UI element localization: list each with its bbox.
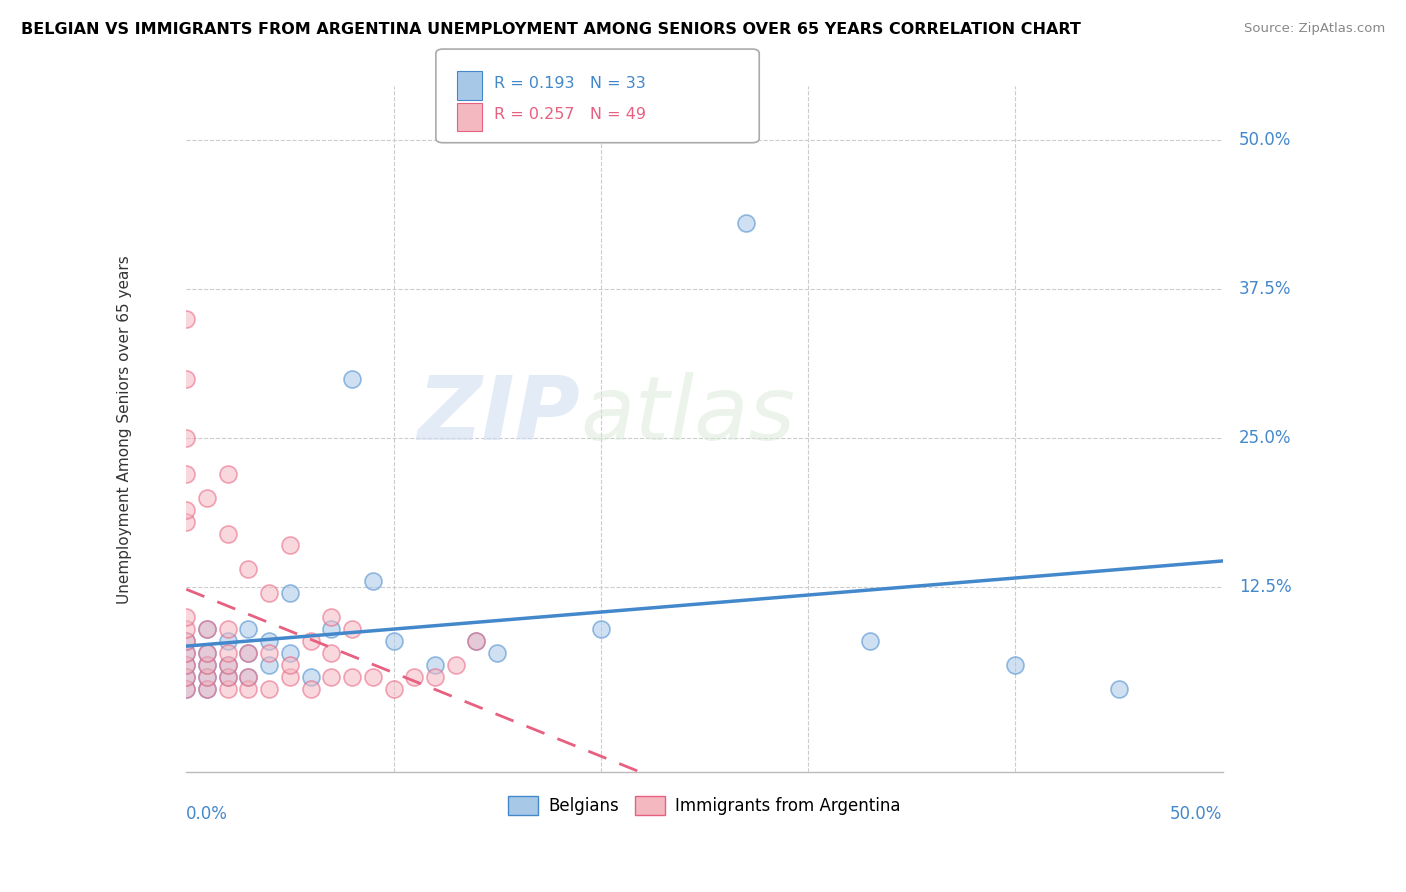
Point (340, 622, 363, 636)
Point (176, 467, 198, 481)
Point (176, 657, 198, 672)
Point (257, 586, 280, 600)
Point (321, 670, 343, 684)
Point (195, 657, 218, 672)
Point (404, 670, 426, 684)
Point (217, 670, 239, 684)
Point (278, 646, 301, 660)
Point (734, 217, 756, 231)
Point (176, 633, 198, 648)
Point (299, 633, 322, 648)
Point (176, 312, 198, 326)
Point (278, 657, 301, 672)
Point (257, 657, 280, 672)
Point (238, 670, 260, 684)
Text: R = 0.257   N = 49: R = 0.257 N = 49 (494, 107, 645, 122)
Point (382, 633, 405, 648)
Point (321, 610, 343, 624)
Point (465, 633, 488, 648)
Text: Source: ZipAtlas.com: Source: ZipAtlas.com (1244, 22, 1385, 36)
Point (195, 622, 218, 636)
Point (217, 646, 239, 660)
Text: 50.0%: 50.0% (1239, 131, 1292, 149)
Point (176, 646, 198, 660)
Point (195, 491, 218, 505)
Point (176, 633, 198, 648)
Point (278, 586, 301, 600)
Point (217, 657, 239, 672)
Point (176, 502, 198, 516)
Point (195, 657, 218, 672)
Point (257, 646, 280, 660)
Point (257, 633, 280, 648)
Point (238, 681, 260, 696)
Point (217, 681, 239, 696)
Point (217, 657, 239, 672)
Point (238, 646, 260, 660)
Text: atlas: atlas (581, 373, 794, 458)
Point (340, 371, 363, 385)
Point (195, 681, 218, 696)
Point (217, 622, 239, 636)
Point (465, 633, 488, 648)
Point (589, 622, 612, 636)
Point (176, 431, 198, 445)
Legend: Belgians, Immigrants from Argentina: Belgians, Immigrants from Argentina (502, 789, 907, 822)
Point (217, 467, 239, 481)
Point (176, 646, 198, 660)
Point (195, 622, 218, 636)
Point (278, 539, 301, 553)
Point (1004, 657, 1026, 672)
Point (257, 681, 280, 696)
Point (195, 646, 218, 660)
Point (1108, 681, 1130, 696)
Point (176, 622, 198, 636)
Point (423, 657, 446, 672)
Point (176, 670, 198, 684)
Text: Unemployment Among Seniors over 65 years: Unemployment Among Seniors over 65 years (117, 255, 132, 604)
Text: 0.0%: 0.0% (187, 805, 228, 823)
Point (195, 670, 218, 684)
Point (361, 670, 384, 684)
Point (217, 670, 239, 684)
Point (176, 610, 198, 624)
Point (176, 670, 198, 684)
Point (176, 515, 198, 529)
Point (859, 633, 882, 648)
Point (217, 633, 239, 648)
Point (238, 670, 260, 684)
Text: 50.0%: 50.0% (1170, 805, 1223, 823)
Point (444, 657, 467, 672)
Point (176, 681, 198, 696)
Point (486, 646, 509, 660)
Point (195, 646, 218, 660)
Point (195, 670, 218, 684)
Point (321, 646, 343, 660)
Text: 12.5%: 12.5% (1239, 578, 1292, 596)
Point (238, 622, 260, 636)
Point (238, 562, 260, 576)
Point (195, 681, 218, 696)
Point (176, 657, 198, 672)
Text: 37.5%: 37.5% (1239, 280, 1292, 298)
Point (361, 574, 384, 589)
Point (176, 371, 198, 385)
Text: ZIP: ZIP (418, 372, 581, 459)
Text: BELGIAN VS IMMIGRANTS FROM ARGENTINA UNEMPLOYMENT AMONG SENIORS OVER 65 YEARS CO: BELGIAN VS IMMIGRANTS FROM ARGENTINA UNE… (21, 22, 1081, 37)
Point (217, 526, 239, 541)
Point (321, 622, 343, 636)
Point (382, 681, 405, 696)
Point (423, 670, 446, 684)
Point (299, 681, 322, 696)
Text: R = 0.193   N = 33: R = 0.193 N = 33 (494, 76, 645, 91)
Point (238, 646, 260, 660)
Point (340, 670, 363, 684)
Point (299, 670, 322, 684)
Text: 25.0%: 25.0% (1239, 429, 1292, 447)
Point (176, 681, 198, 696)
Point (278, 670, 301, 684)
